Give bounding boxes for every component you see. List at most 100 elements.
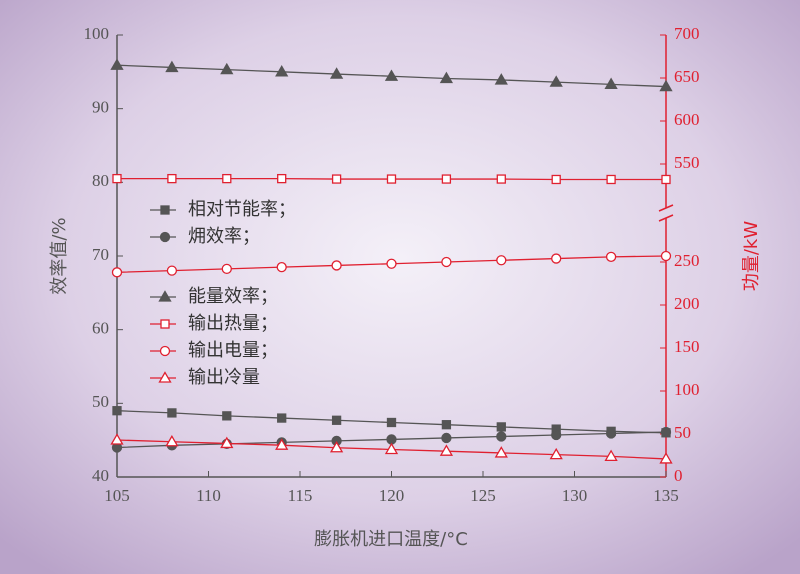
legend-label: 相对节能率； [188, 199, 296, 220]
marker [165, 434, 179, 447]
marker [494, 73, 508, 85]
x-tick-label: 120 [379, 486, 405, 505]
marker [659, 452, 673, 464]
marker [384, 69, 399, 81]
marker [222, 173, 232, 184]
marker [277, 173, 287, 184]
marker [386, 434, 397, 445]
marker [439, 71, 454, 84]
y2-tick-label: 600 [674, 110, 700, 129]
marker [604, 77, 618, 90]
y2-axis-label: 功量/kW [741, 221, 762, 291]
x-tick-label: 130 [562, 486, 588, 505]
x-tick-label: 125 [470, 486, 496, 505]
y-tick-label: 70 [92, 245, 109, 264]
marker [167, 408, 177, 418]
marker [112, 173, 122, 184]
axis-break [658, 214, 674, 222]
marker [661, 174, 671, 185]
marker [386, 417, 397, 428]
marker [551, 174, 561, 185]
marker [496, 255, 507, 266]
x-tick-label: 110 [196, 486, 221, 505]
marker [386, 258, 397, 269]
marker [551, 429, 562, 441]
x-tick-label: 135 [653, 486, 679, 505]
marker [549, 447, 563, 460]
marker [660, 426, 672, 438]
marker [386, 174, 397, 184]
marker [441, 174, 452, 184]
y2-tick-label: 150 [674, 337, 700, 356]
legend-label: 能量效率； [188, 286, 278, 307]
marker [329, 67, 344, 79]
y2-tick-label: 550 [674, 153, 700, 172]
x-tick-label: 115 [288, 486, 313, 505]
marker [220, 436, 234, 449]
marker [494, 446, 508, 458]
marker [160, 205, 170, 215]
marker [605, 428, 617, 439]
marker [660, 250, 672, 262]
marker [331, 260, 342, 271]
legend-label: 输出热量； [188, 313, 278, 334]
marker [158, 290, 172, 302]
marker [496, 431, 507, 442]
marker [605, 251, 617, 262]
y-tick-label: 80 [92, 171, 109, 190]
marker [111, 267, 123, 278]
marker [441, 420, 452, 430]
marker [329, 440, 344, 453]
marker [549, 75, 563, 87]
marker [439, 444, 454, 456]
y-tick-label: 90 [92, 98, 109, 117]
marker [159, 231, 171, 243]
y2-tick-label: 250 [674, 251, 700, 270]
y2-tick-label: 200 [674, 294, 700, 313]
y-tick-label: 50 [92, 392, 109, 411]
legend-label: 㶲效率； [188, 226, 260, 247]
marker [441, 256, 452, 268]
y2-tick-label: 700 [674, 24, 700, 43]
marker [222, 411, 232, 421]
y2-tick-label: 50 [674, 423, 691, 442]
marker [384, 442, 399, 455]
marker [606, 174, 616, 185]
marker [276, 262, 287, 273]
marker [551, 253, 562, 264]
y2-tick-label: 650 [674, 67, 700, 86]
marker [220, 62, 234, 75]
marker [112, 406, 122, 416]
marker [110, 433, 124, 445]
marker [496, 422, 506, 432]
marker [441, 432, 452, 444]
y-tick-label: 40 [92, 466, 109, 485]
axis-break [658, 204, 674, 212]
y-axis-label: 效率值/% [49, 217, 70, 294]
y2-tick-label: 0 [674, 466, 683, 485]
marker [496, 174, 506, 184]
marker [166, 265, 178, 276]
marker [221, 263, 232, 275]
marker [275, 438, 289, 450]
marker [110, 58, 124, 70]
legend-label: 输出电量； [188, 340, 278, 361]
marker [160, 319, 170, 329]
marker [604, 449, 618, 462]
x-tick-label: 105 [104, 486, 130, 505]
y2-tick-label: 100 [674, 380, 700, 399]
y-tick-label: 60 [92, 319, 109, 338]
legend-label: 输出冷量 [188, 367, 260, 388]
y-tick-label: 100 [84, 24, 110, 43]
marker [159, 345, 171, 357]
marker [167, 173, 177, 184]
marker [275, 65, 289, 77]
marker [659, 79, 673, 92]
marker [165, 60, 179, 73]
marker [331, 174, 342, 184]
x-axis-label: 膨胀机进口温度/°C [314, 529, 468, 550]
marker [277, 413, 287, 423]
marker [331, 415, 342, 425]
marker [158, 371, 172, 383]
